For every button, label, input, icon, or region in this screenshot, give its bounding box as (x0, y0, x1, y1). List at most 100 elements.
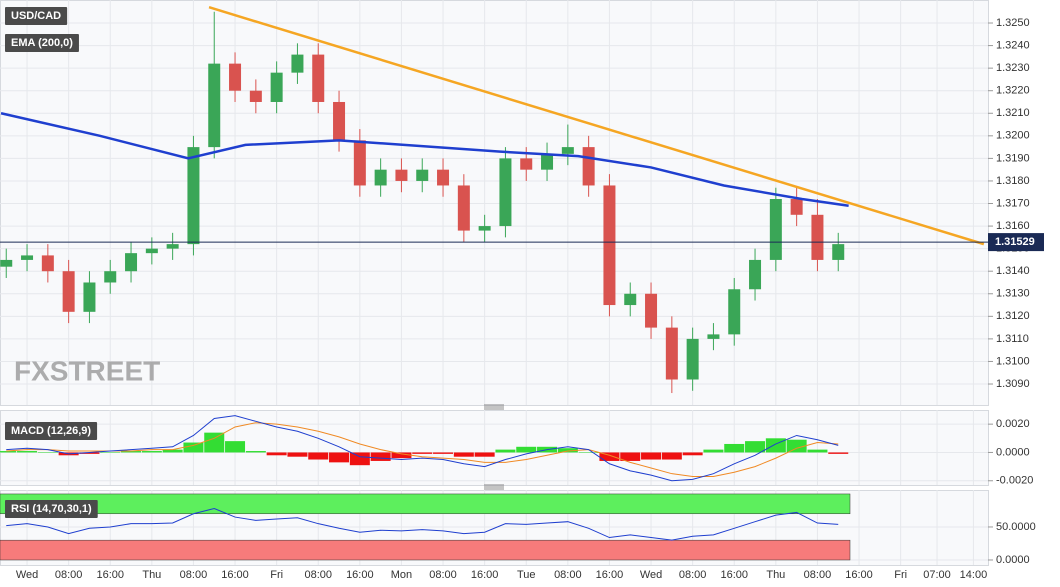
candle-body (437, 169, 450, 186)
plot-area: FXSTREET (0, 0, 988, 405)
x-tick-label: 16:00 (221, 569, 249, 581)
histogram-bar (620, 452, 641, 461)
x-tick-label: Wed (16, 569, 38, 581)
histogram-bar (162, 449, 183, 453)
histogram-bar (557, 448, 578, 453)
candle-body (21, 255, 34, 260)
x-tick-label: 16:00 (96, 569, 124, 581)
x-tick-label: 16:00 (471, 569, 499, 581)
histogram-bar (495, 449, 516, 453)
x-tick-label: Tue (517, 569, 536, 581)
x-tick-label: 08:00 (554, 569, 582, 581)
y-tick-label: 1.3220 (996, 85, 1030, 97)
y-tick-label: 1.3200 (996, 130, 1030, 142)
y-tick-label: 1.3180 (996, 175, 1030, 187)
candle-body (582, 147, 595, 186)
candle-body (229, 63, 242, 91)
histogram-bar (79, 452, 100, 454)
x-tick-label: 07:00 (923, 569, 951, 581)
histogram-bar (599, 452, 620, 461)
x-tick-label: 16:00 (845, 569, 873, 581)
y-tick-label: 1.3170 (996, 197, 1030, 209)
candle-body (769, 199, 782, 260)
y-tick-label: 0.0000 (996, 446, 1030, 458)
histogram-bar (724, 443, 745, 453)
candle-body (395, 169, 408, 181)
indicator-label: MACD (12,26,9) (11, 425, 91, 437)
histogram-bar (204, 432, 225, 453)
candle-body (312, 54, 325, 102)
panel (0, 0, 989, 406)
y-tick-label: -0.0020 (996, 475, 1033, 487)
histogram-bar (287, 452, 308, 457)
rsi-line (6, 507, 839, 541)
y-tick-label: 1.3210 (996, 107, 1030, 119)
histogram-bar (245, 451, 266, 453)
candle-body (187, 147, 200, 245)
histogram-bar (828, 452, 849, 454)
x-tick-label: 16:00 (346, 569, 374, 581)
candle-body (353, 140, 366, 186)
y-tick-label: 0.0000 (996, 554, 1030, 566)
candle-body (145, 248, 158, 254)
candle-body (166, 244, 179, 249)
histogram-bar (516, 446, 537, 453)
x-tick-label: 14:00 (960, 569, 988, 581)
candle-body (561, 147, 574, 154)
histogram-bar (225, 441, 246, 453)
y-tick-label: 1.3190 (996, 152, 1030, 164)
x-tick-label: Fri (270, 569, 283, 581)
histogram-bar (433, 452, 454, 454)
histogram-bar (765, 438, 786, 453)
plot-area (0, 410, 988, 485)
macd-line (6, 415, 839, 482)
candle-body (125, 253, 138, 272)
y-tick-label: 1.3100 (996, 355, 1030, 367)
histogram-bar (37, 452, 58, 453)
x-tick-label: Fri (894, 569, 907, 581)
histogram-bar (121, 451, 142, 453)
histogram-bar (807, 449, 828, 453)
candle-body (665, 327, 678, 380)
indicator-label-box (5, 500, 98, 518)
candle-body (270, 72, 283, 102)
y-tick-label: 1.3110 (996, 333, 1029, 345)
x-tick-label: Thu (142, 569, 161, 581)
candle-body (728, 289, 741, 335)
histogram-bar (183, 442, 204, 453)
indicator-label-box (5, 422, 98, 440)
last-price-box (988, 233, 1044, 252)
histogram-bar (641, 452, 662, 460)
y-tick-label: 1.3230 (996, 62, 1030, 74)
histogram-bar (100, 452, 121, 453)
candle-body (749, 259, 762, 290)
candle-body (707, 334, 720, 339)
candle-body (62, 271, 75, 312)
candle-body (541, 153, 554, 170)
ema-line (0, 112, 849, 208)
y-tick-label: 1.3090 (996, 378, 1030, 390)
histogram-bar (391, 452, 412, 459)
indicator-label: RSI (14,70,30,1) (11, 503, 92, 515)
panel (0, 410, 989, 486)
x-tick-label: 08:00 (304, 569, 332, 581)
candle-body (41, 255, 54, 272)
candle-body (374, 169, 387, 186)
watermark: FXSTREET (14, 355, 160, 386)
candle-body (811, 214, 824, 260)
x-tick-label: 08:00 (679, 569, 707, 581)
histogram-bar (745, 441, 766, 453)
histogram-bar (474, 452, 495, 457)
histogram-bar (453, 452, 474, 457)
candle-body (416, 169, 429, 181)
trendline (208, 6, 985, 246)
candle-body (520, 158, 533, 170)
histogram-bar (329, 452, 350, 463)
x-tick-label: Wed (640, 569, 662, 581)
y-tick-label: 1.3240 (996, 39, 1030, 51)
signal-line (6, 422, 839, 478)
candle-body (832, 244, 845, 260)
candle-body (291, 54, 304, 73)
x-tick-label: 08:00 (429, 569, 457, 581)
